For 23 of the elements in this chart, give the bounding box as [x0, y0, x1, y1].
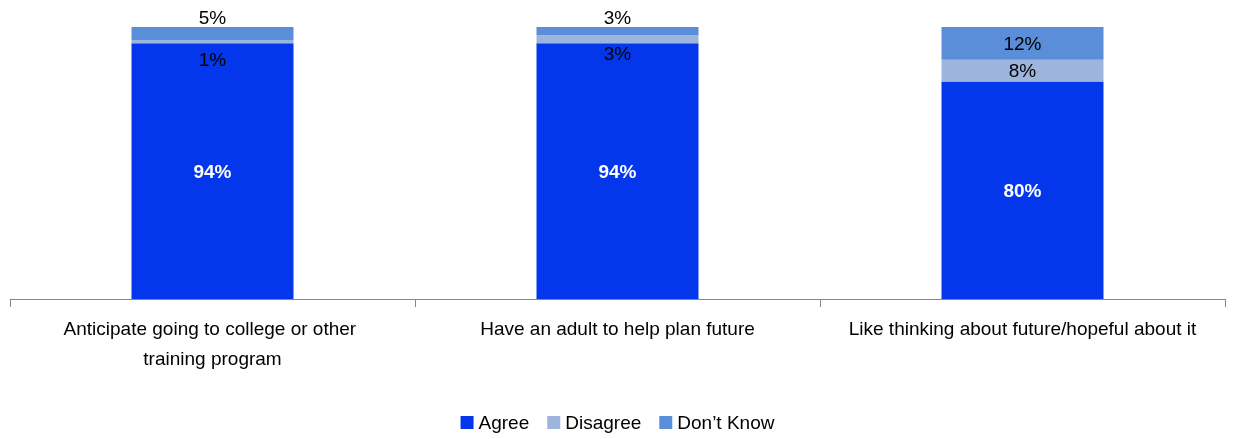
x-tick-label: Anticipate going to college or other training program	[63, 317, 362, 369]
bar	[941, 59, 1104, 82]
data-label: 5%	[198, 7, 227, 28]
data-label: 3%	[603, 43, 632, 65]
x-tick-label: Have an adult to help plan future	[480, 317, 755, 339]
bar	[536, 35, 699, 44]
bar	[941, 27, 1104, 60]
x-tick-label: Like thinking about future/hopeful about it	[848, 317, 1197, 339]
data-label: 3%	[603, 7, 632, 28]
bar	[941, 81, 1104, 299]
data-label: 8%	[1008, 60, 1037, 82]
bar	[536, 43, 699, 299]
bar	[131, 27, 294, 41]
legend-label: Disagree	[565, 412, 642, 433]
data-label: 80%	[1003, 179, 1042, 201]
data-label: 94%	[598, 160, 637, 182]
data-label: 1%	[198, 48, 227, 70]
bar	[536, 27, 699, 36]
data-label: 12%	[1003, 32, 1042, 54]
legend-label: Don’t Know	[677, 412, 775, 433]
legend-label: Agree	[478, 412, 530, 433]
data-label: 94%	[193, 160, 232, 182]
bar	[131, 43, 294, 299]
